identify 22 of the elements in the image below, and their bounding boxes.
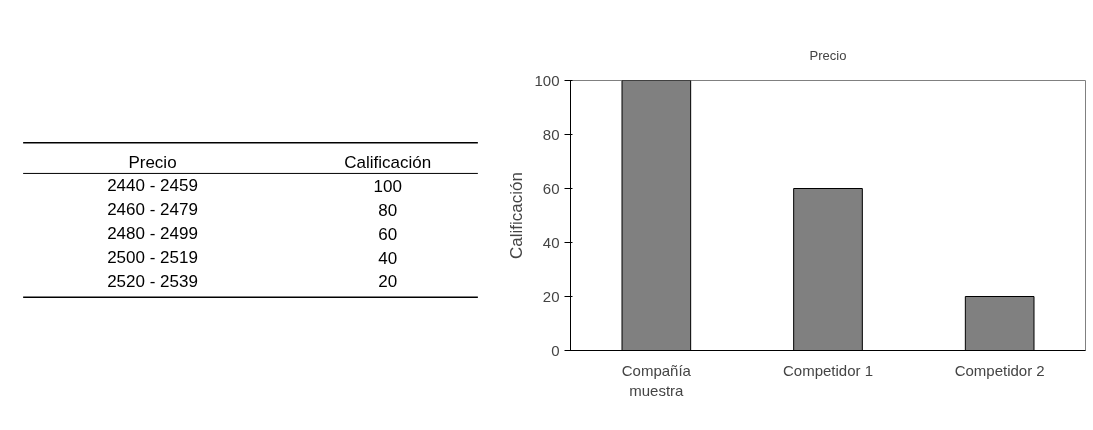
y-tick-label: 2480 - 2499	[107, 224, 198, 244]
chart-title: Precio	[809, 48, 847, 63]
y-tick-label: 20	[542, 287, 560, 305]
y-tick-label: 2500 - 2519	[107, 248, 198, 268]
y-tick-label: 60	[542, 179, 560, 197]
data-label: 40	[378, 248, 398, 268]
y-tick-label: 2520 - 2539	[107, 271, 198, 291]
x-tick-label: Compañía muestra	[621, 361, 692, 399]
x-tick-label: Competidor 1	[782, 361, 874, 379]
data-label: 100	[373, 176, 402, 196]
data-label: 60	[378, 224, 398, 244]
x-tick-label: Competidor 2	[954, 361, 1045, 379]
y-tick-label: 2440 - 2459	[107, 176, 198, 196]
y-tick-label: 80	[542, 125, 560, 143]
y-tick-label: 100	[534, 71, 560, 89]
data-label: 20	[378, 272, 398, 292]
y-axis-title: Precio	[128, 152, 177, 172]
y-tick-label: 0	[551, 341, 560, 359]
data-label: 80	[378, 200, 398, 220]
y-axis-title: Calificación	[507, 172, 527, 259]
y-tick-label: 40	[542, 233, 560, 251]
y-tick-label: 2460 - 2479	[107, 200, 198, 220]
